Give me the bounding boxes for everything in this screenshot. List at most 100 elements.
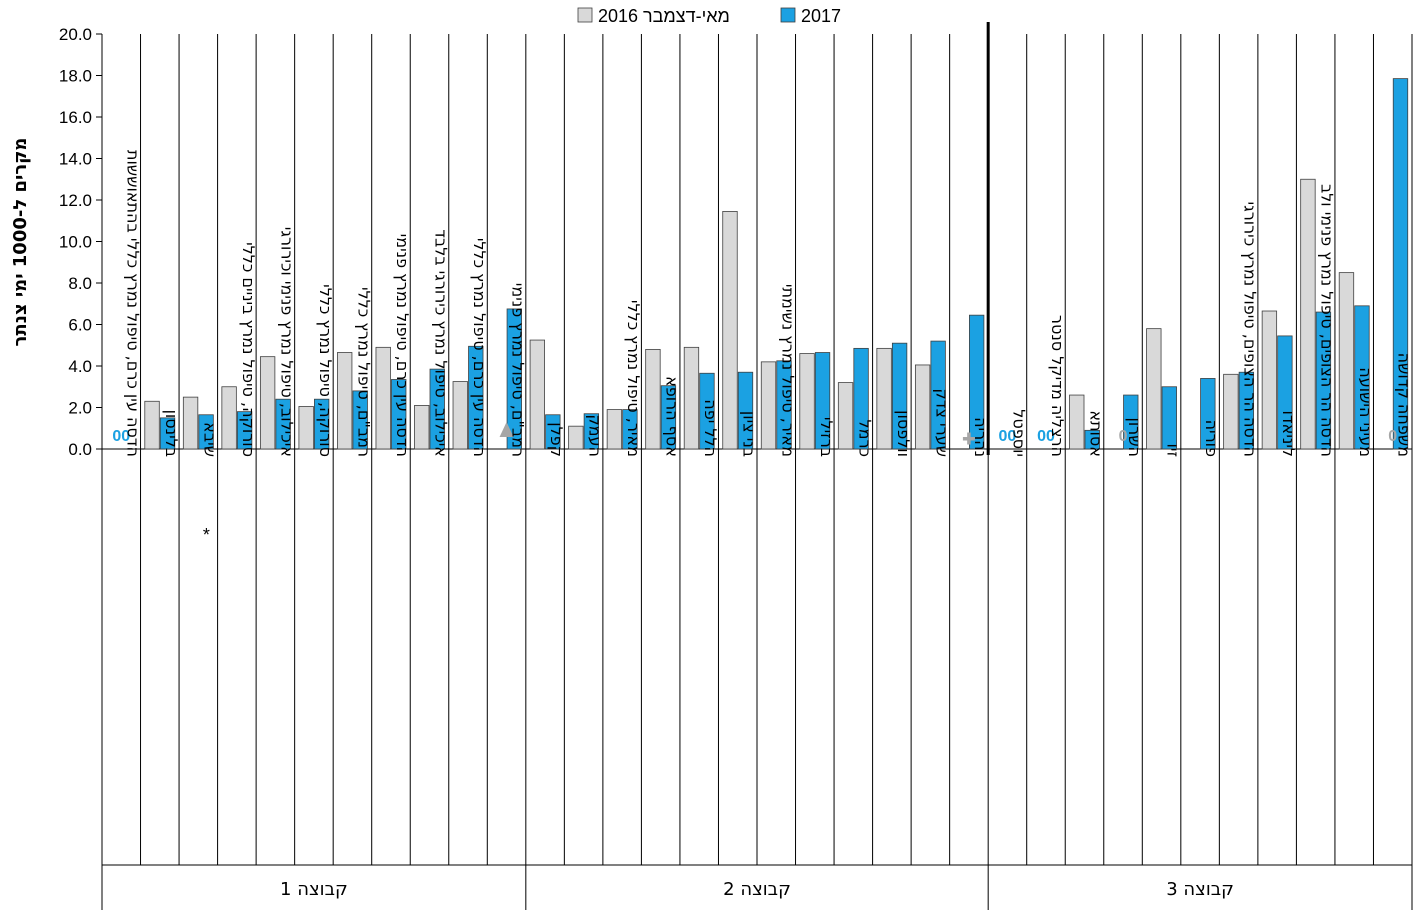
y-tick-label: 12.0 <box>59 191 92 210</box>
legend-swatch-2017 <box>780 7 796 23</box>
bar-2016 <box>837 382 854 450</box>
zero-value-label: 00 <box>999 428 1017 445</box>
category-label: הדסה עין כרם, טיפול נמרץ פנימי <box>393 234 412 457</box>
bar-2017 <box>429 368 445 450</box>
y-tick-label: 16.0 <box>59 108 92 127</box>
bar-2017 <box>1277 335 1293 450</box>
bar-2016 <box>1300 178 1316 450</box>
bar-2016 <box>760 361 777 450</box>
legend: מאי-דצמבר 2016 2017 <box>577 6 841 26</box>
group-labels: קבוצה 1 קבוצה 2 קבוצה 3 <box>280 879 1234 900</box>
zero-value-label: 0 <box>1119 428 1128 445</box>
group-label: קבוצה 1 <box>280 879 348 900</box>
plus-marker-icon <box>967 432 971 445</box>
category-label: כרמל <box>855 420 874 457</box>
zero-value-label: 00 <box>112 428 130 445</box>
bar-2017 <box>891 342 908 450</box>
bar-2016 <box>259 356 276 450</box>
category-label: מעיני הישועה <box>1356 367 1375 457</box>
bar-2016 <box>529 339 545 450</box>
category-label: איכילוב, טיפול נמרץ כירורגי בלבד <box>432 229 451 457</box>
bar-2016 <box>1069 394 1085 450</box>
category-label: קפלן <box>547 422 566 457</box>
category-label: העמק <box>586 414 605 457</box>
bar-2017 <box>1161 386 1177 450</box>
legend-swatch-2016 <box>577 7 593 23</box>
category-label: שיבא <box>200 422 219 457</box>
zero-value-label: 00 <box>1037 428 1055 445</box>
bar-2017 <box>853 347 869 450</box>
y-tick-label: 6.0 <box>68 316 92 335</box>
category-label: שערי צדק <box>932 388 951 457</box>
bar-2017 <box>506 308 522 450</box>
bar-2017 <box>814 352 831 450</box>
y-tick-label: 10.0 <box>59 233 92 252</box>
bar-2017 <box>275 398 291 450</box>
category-label: נהריה <box>971 417 990 457</box>
category-label: מאיר, טיפול נמרץ נשימתי <box>778 284 797 457</box>
category-label: איכילוב, טיפול נמרץ פנימי וכירורגי <box>277 227 296 457</box>
bar-2017 <box>583 413 600 450</box>
bar-2016 <box>182 396 199 450</box>
bar-2017 <box>1392 78 1409 450</box>
bar-2017 <box>1354 305 1370 450</box>
category-labels: הדסה עין כרם, טיפול נמרץ כללי בהתאוששות ב… <box>123 150 1413 457</box>
bar-2017 <box>660 385 677 450</box>
zero-value-label: 0 <box>1388 428 1397 445</box>
y-tick-label: 8.0 <box>68 274 92 293</box>
bar-2017 <box>1238 371 1255 450</box>
bar-2016 <box>221 386 237 450</box>
y-axis: 0.0 2.0 4.0 6.0 8.0 10.0 12.0 14.0 16.0 18.0 20.0 <box>59 25 103 459</box>
category-label: הדסה עין כרם, טיפול נמרץ כללי <box>470 238 489 457</box>
y-axis-label: מקרים ל-1000 ימי צנתר <box>10 138 31 347</box>
group-label: קבוצה 2 <box>723 879 791 900</box>
category-gridlines <box>101 22 1413 910</box>
bar-2016 <box>414 405 430 450</box>
bar-2017 <box>352 390 368 450</box>
bar-2017 <box>468 345 484 450</box>
category-label: בני ציון <box>740 411 759 457</box>
bar-2017 <box>930 340 946 450</box>
category-label: פוריה <box>1202 420 1221 457</box>
bar-2016 <box>568 425 584 450</box>
category-label: רמב"ם, טיפול נמרץ פנימי <box>509 283 528 457</box>
bar-2017 <box>391 379 407 450</box>
bar-2016 <box>914 364 931 450</box>
bar-2016 <box>1146 328 1162 450</box>
category-label: הדסה עין כרם, טיפול נמרץ כללי בהתאוששות <box>123 150 142 457</box>
bar-2016 <box>144 400 160 450</box>
bar-2017 <box>1123 394 1139 450</box>
bar-2017 <box>622 409 638 450</box>
bar-2016 <box>337 352 353 450</box>
y-tick-label: 2.0 <box>68 399 92 418</box>
bar-2016 <box>298 406 314 450</box>
footnote-asterisk: * <box>203 525 210 545</box>
bar-2017 <box>1315 311 1332 450</box>
category-label: הלל יפה <box>701 399 720 457</box>
bar-2016 <box>1261 310 1278 450</box>
zero-labels-and-annotations: 00 00 00 0 0* <box>112 422 1397 545</box>
bar-2017 <box>1200 378 1216 450</box>
bar-2016 <box>722 211 738 450</box>
bar-2016 <box>876 347 892 450</box>
category-label: השרון <box>1125 417 1144 457</box>
category-label: הדסה הר הצופים, טיפול נמרץ כירורגי <box>1241 202 1260 457</box>
legend-label-2016: מאי-דצמבר 2016 <box>598 6 730 26</box>
bar-2017 <box>776 360 792 450</box>
category-label: רמב"ם, טיפול נמרץ כללי <box>354 287 373 457</box>
bar-2017 <box>236 411 253 450</box>
bar-2017 <box>159 417 176 450</box>
category-label: משפחה קדושה <box>1395 353 1414 457</box>
bar-2016 <box>799 353 815 450</box>
category-label: הדסה הר הצופים, טיפול נמרץ פנימי ולב <box>1318 184 1337 457</box>
category-label: יוספטל <box>1009 409 1028 457</box>
y-tick-label: 20.0 <box>59 25 92 44</box>
bar-2017 <box>314 398 330 450</box>
bar-2017 <box>545 414 561 450</box>
category-label: מאיר, טיפול נמרץ כללי <box>624 300 643 457</box>
triangle-marker-icon <box>499 422 514 437</box>
bar-2016 <box>1223 373 1239 450</box>
y-tick-label: 4.0 <box>68 357 92 376</box>
bar-2017 <box>1084 429 1100 450</box>
